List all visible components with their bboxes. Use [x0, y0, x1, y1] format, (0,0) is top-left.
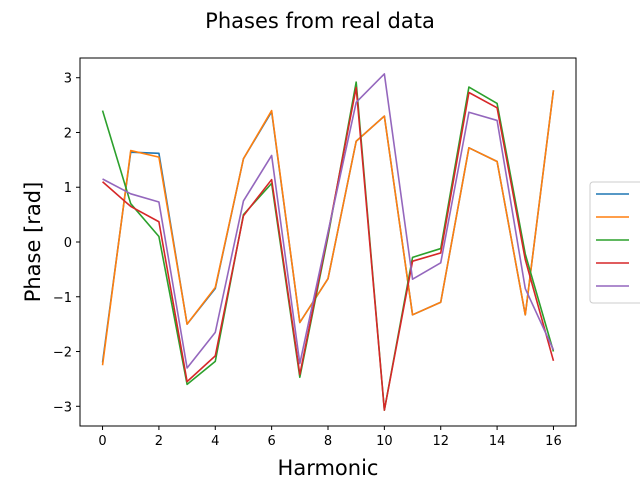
series-line-2 — [101, 90, 555, 366]
x-tick-label: 8 — [324, 434, 332, 449]
x-tick-label: 0 — [98, 434, 106, 449]
y-tick-label: −2 — [53, 346, 72, 361]
x-tick-label: 16 — [545, 434, 562, 449]
y-tick-label: 1 — [64, 181, 72, 196]
x-tick-label: 6 — [267, 434, 275, 449]
series-layer — [101, 73, 555, 411]
x-tick-label: 4 — [211, 434, 219, 449]
y-tick-label: −1 — [53, 291, 72, 306]
series-line-5 — [102, 73, 555, 369]
series-line-4 — [102, 86, 555, 411]
legend-box — [589, 181, 640, 304]
series-line-3 — [101, 81, 555, 411]
x-tick-label: 14 — [489, 434, 506, 449]
y-axis-ticks: −3 −2 −1 0 1 2 3 — [53, 72, 80, 415]
y-tick-label: 3 — [64, 72, 72, 87]
y-tick-label: 2 — [64, 126, 72, 141]
x-tick-label: 12 — [432, 434, 449, 449]
x-axis-ticks: 0 2 4 6 8 10 12 14 16 — [98, 426, 562, 449]
x-tick-label: 2 — [155, 434, 163, 449]
chart-title: Phases from real data — [205, 9, 435, 33]
x-axis-label: Harmonic — [278, 456, 379, 480]
plot-area-frame — [79, 57, 577, 427]
y-tick-label: 0 — [64, 236, 72, 251]
y-axis-label: Phase [rad] — [21, 182, 45, 303]
y-tick-label: −3 — [53, 400, 72, 415]
x-tick-label: 10 — [376, 434, 393, 449]
legend — [589, 181, 640, 304]
